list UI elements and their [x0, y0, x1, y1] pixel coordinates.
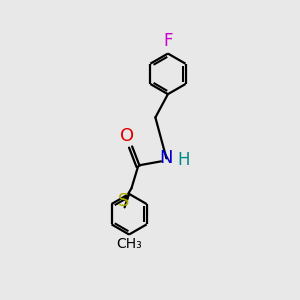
Text: F: F — [163, 32, 173, 50]
Text: CH₃: CH₃ — [116, 238, 142, 251]
Text: H: H — [178, 152, 190, 169]
Text: N: N — [160, 149, 173, 167]
Text: S: S — [118, 192, 129, 210]
Text: O: O — [120, 127, 134, 145]
